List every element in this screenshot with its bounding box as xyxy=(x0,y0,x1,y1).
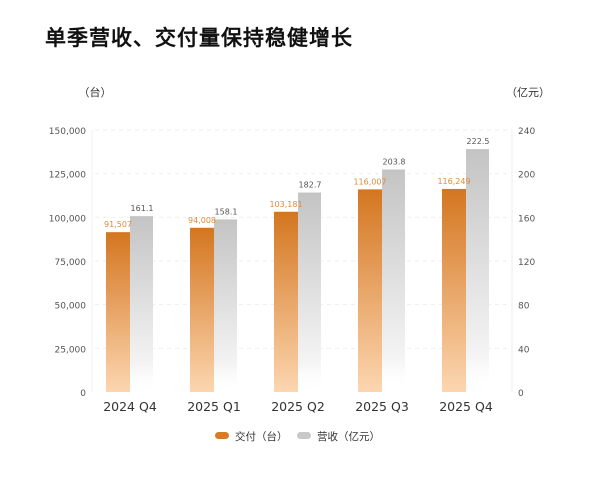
right-tick-label: 40 xyxy=(518,345,530,355)
delivery-data-label: 94,008 xyxy=(188,216,216,225)
legend-label-revenue: 营收（亿元） xyxy=(317,430,380,443)
revenue-bar xyxy=(466,149,489,392)
right-tick-label: 0 xyxy=(518,389,524,399)
delivery-bar xyxy=(442,188,466,392)
left-tick-label: 0 xyxy=(80,389,86,399)
revenue-bar xyxy=(298,192,321,392)
revenue-bar xyxy=(130,216,153,392)
right-tick-label: 80 xyxy=(518,302,530,312)
left-tick-label: 25,000 xyxy=(55,345,87,355)
revenue-bar xyxy=(214,219,237,392)
revenue-data-label: 161.1 xyxy=(131,204,154,213)
revenue-data-label: 203.8 xyxy=(383,158,406,167)
delivery-data-label: 91,507 xyxy=(104,220,132,229)
category-label: 2024 Q4 xyxy=(103,399,157,414)
delivery-data-label: 116,007 xyxy=(353,177,386,186)
delivery-data-label: 103,181 xyxy=(269,200,302,209)
revenue-bar xyxy=(382,169,405,392)
category-label: 2025 Q1 xyxy=(187,399,241,414)
delivery-bar xyxy=(106,232,130,392)
category-label: 2025 Q4 xyxy=(439,399,493,414)
chart-title: 单季营收、交付量保持稳健增长 xyxy=(45,26,353,50)
category-label: 2025 Q3 xyxy=(355,399,409,414)
category-label: 2025 Q2 xyxy=(271,399,325,414)
delivery-bar xyxy=(358,189,382,392)
right-tick-label: 200 xyxy=(518,171,535,181)
right-tick-label: 120 xyxy=(518,258,535,268)
left-tick-label: 150,000 xyxy=(49,127,86,137)
legend-swatch-revenue xyxy=(297,432,311,439)
delivery-data-label: 116,249 xyxy=(437,177,470,186)
left-tick-label: 100,000 xyxy=(49,214,86,224)
revenue-data-label: 182.7 xyxy=(299,181,322,190)
left-tick-label: 125,000 xyxy=(49,171,86,181)
right-tick-label: 160 xyxy=(518,214,535,224)
revenue-data-label: 222.5 xyxy=(467,137,490,146)
delivery-bar xyxy=(190,227,214,392)
legend-label-delivery: 交付（台） xyxy=(235,430,288,443)
right-axis-unit: （亿元） xyxy=(506,86,550,99)
left-tick-label: 75,000 xyxy=(55,258,87,268)
revenue-data-label: 158.1 xyxy=(215,207,238,216)
left-tick-label: 50,000 xyxy=(55,302,87,312)
left-axis-unit: （台） xyxy=(79,85,112,99)
legend-swatch-delivery xyxy=(215,432,229,439)
delivery-bar xyxy=(274,211,298,392)
right-tick-label: 240 xyxy=(518,127,535,137)
